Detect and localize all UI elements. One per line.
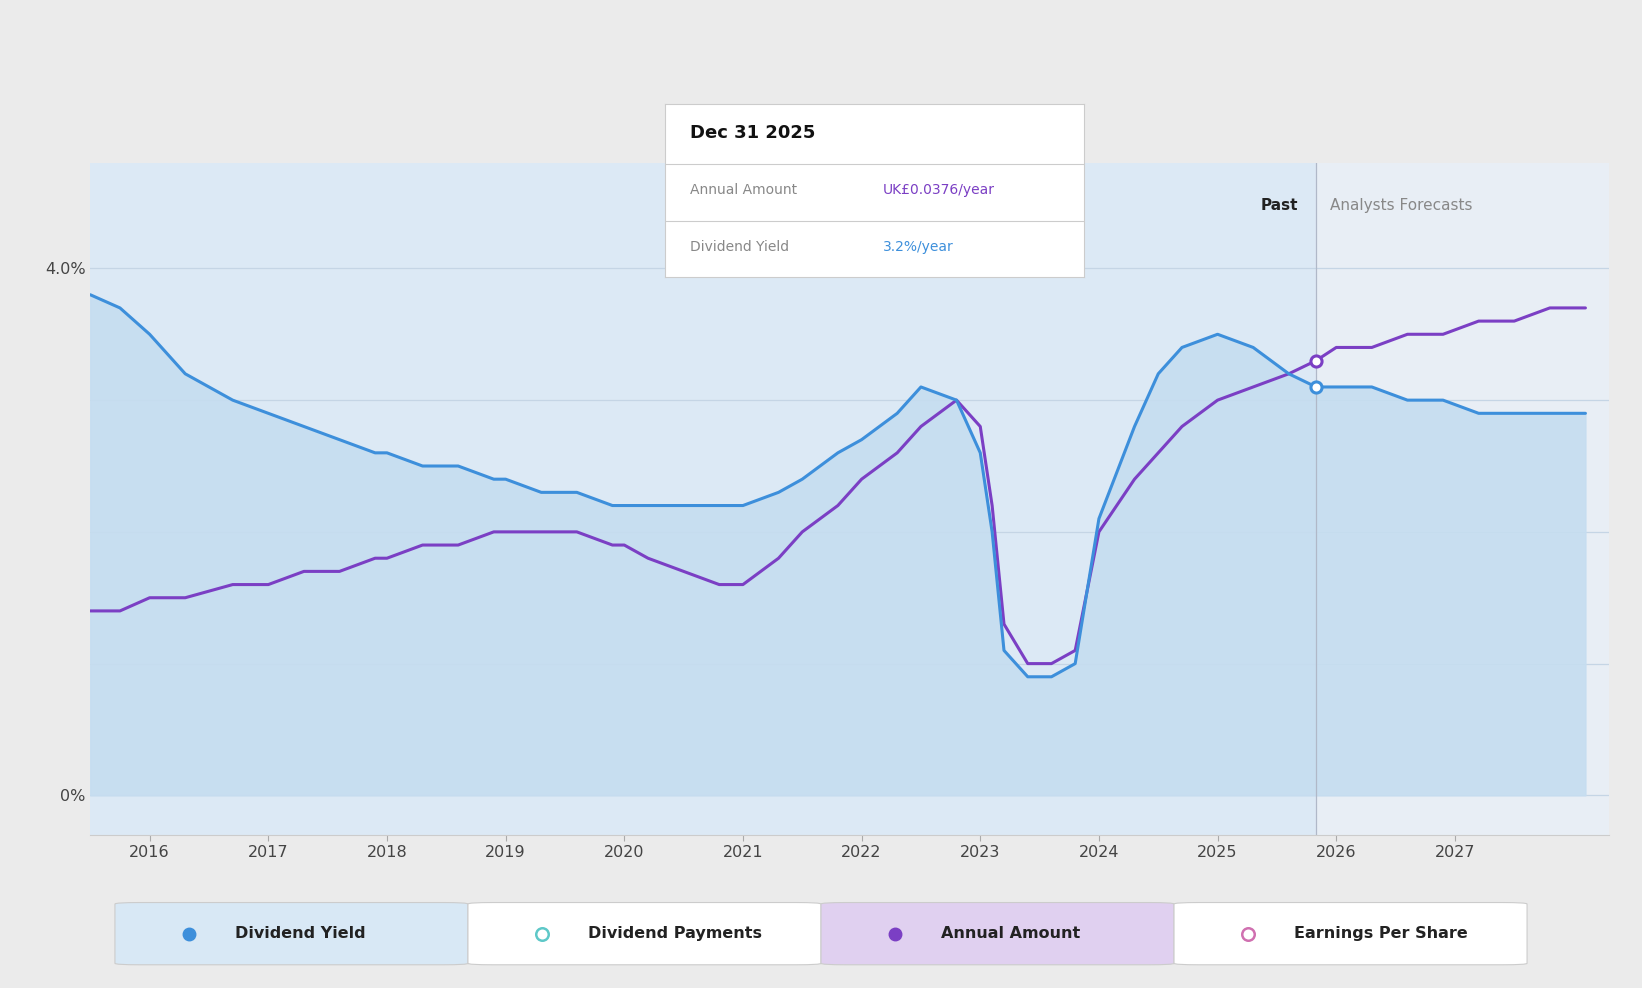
Text: Annual Amount: Annual Amount bbox=[941, 926, 1080, 942]
Text: Annual Amount: Annual Amount bbox=[690, 183, 798, 198]
FancyBboxPatch shape bbox=[1174, 903, 1527, 964]
FancyBboxPatch shape bbox=[115, 903, 468, 964]
FancyBboxPatch shape bbox=[468, 903, 821, 964]
Text: Dec 31 2025: Dec 31 2025 bbox=[690, 124, 816, 142]
Bar bbox=[1317, 163, 1609, 835]
FancyBboxPatch shape bbox=[821, 903, 1174, 964]
Text: 3.2%/year: 3.2%/year bbox=[883, 240, 954, 254]
Text: Analysts Forecasts: Analysts Forecasts bbox=[1330, 198, 1473, 212]
Text: Earnings Per Share: Earnings Per Share bbox=[1294, 926, 1468, 942]
Text: Dividend Yield: Dividend Yield bbox=[235, 926, 366, 942]
Text: Dividend Yield: Dividend Yield bbox=[690, 240, 790, 254]
Text: UK£0.0376/year: UK£0.0376/year bbox=[883, 183, 995, 198]
Text: Dividend Payments: Dividend Payments bbox=[588, 926, 762, 942]
Text: Past: Past bbox=[1261, 198, 1299, 212]
